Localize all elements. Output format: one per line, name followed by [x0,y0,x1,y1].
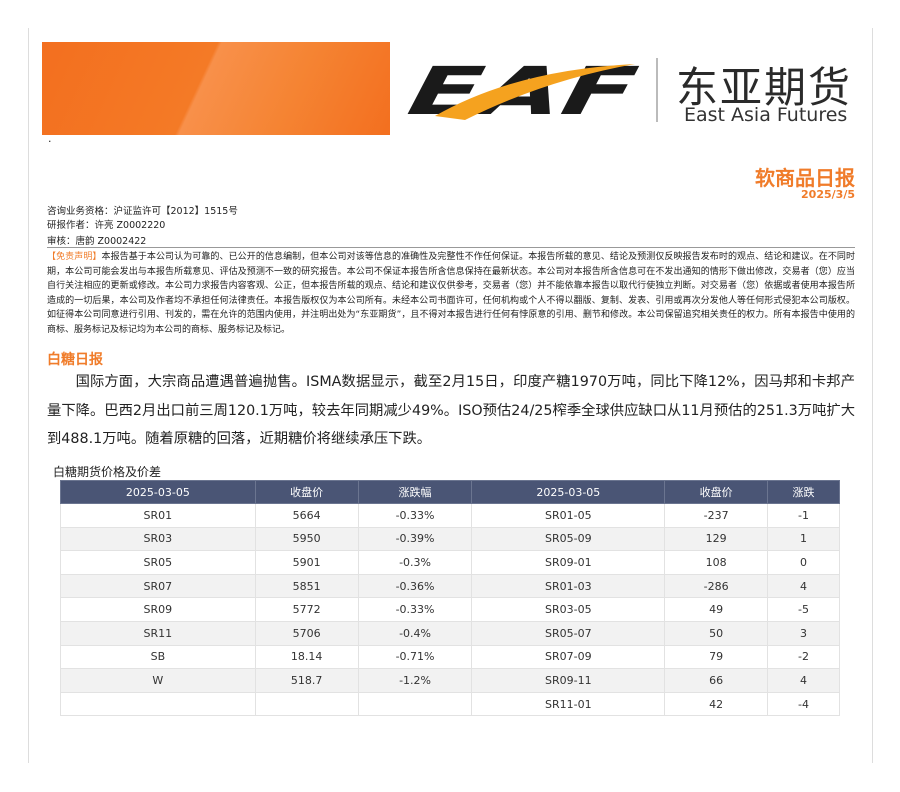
table-cell: 129 [664,526,769,552]
page-border [28,28,29,763]
table-cell: SR11-01 [471,691,666,717]
report-title: 软商品日报 [755,166,855,190]
table-cell: 5851 [254,573,359,599]
logo-swoosh [435,64,635,120]
disclaimer: 【免责声明】本报告基于本公司认为可靠的、已公开的信息编制，但本公司对该等信息的准… [47,250,855,338]
column-header: 涨跌 [767,480,840,504]
table-cell: 18.14 [254,644,359,670]
table-cell: SR11 [60,620,256,646]
table-caption: 白糖期货价格及价差 [53,465,162,479]
table-cell: 4 [767,573,840,599]
column-header: 收盘价 [254,480,359,504]
table-cell: SR05-09 [471,526,666,552]
disclaimer-text: 本报告基于本公司认为可靠的、已公开的信息编制，但本公司对该等信息的准确性及完整性… [47,252,855,335]
table-cell: 1 [767,526,840,552]
logo-en: East Asia Futures [684,104,848,126]
table-cell: -237 [664,503,769,528]
table-cell: 5706 [254,620,359,646]
price-table: 2025-03-05 收盘价 涨跌幅 2025-03-05 收盘价 涨跌 SR01 5664… [60,480,840,717]
table-cell: -1 [767,503,840,528]
paragraph: 国际方面，大宗商品遭遇普遍抛售。ISMA数据显示，截至2月15日，印度产糖197… [47,374,855,447]
table-cell: 4 [767,668,840,693]
table-row: SR01 5664 -0.33% SR01-05 -237 -1 [60,503,840,528]
table-cell: 3 [767,620,840,646]
table-cell: SR09 [60,597,256,622]
table-row: W 518.7 -1.2% SR09-11 66 4 [60,668,840,693]
table-cell: SR01-03 [471,573,666,599]
table-cell [254,691,359,717]
table-cell: 50 [664,620,769,646]
table-cell: -1.2% [357,668,473,693]
logo-cn: 东亚期货 [676,63,853,112]
table-cell: -0.36% [357,573,473,599]
table-cell: -0.33% [357,503,473,528]
table-cell: 108 [664,550,769,575]
table-cell: 518.7 [254,668,359,693]
header-row: 2025-03-05 收盘价 涨跌幅 2025-03-05 收盘价 涨跌 [60,480,840,504]
table-cell: SR09-11 [471,668,666,693]
table-cell: -0.4% [357,620,473,646]
table-cell: -5 [767,597,840,622]
table-cell: 5950 [254,526,359,552]
table-row: SR05 5901 -0.3% SR09-01 108 0 [60,550,840,575]
table-cell: SB [60,644,256,670]
table-cell: SR09-01 [471,550,666,575]
dot: · [48,135,52,148]
table-cell: -0.71% [357,644,473,670]
table-row: SR11-01 42 -4 [60,691,840,717]
table-cell: 5664 [254,503,359,528]
table-cell: 5901 [254,550,359,575]
table-cell: 79 [664,644,769,670]
table-cell [60,691,256,717]
table-cell: -0.3% [357,550,473,575]
table-cell: SR03-05 [471,597,666,622]
column-header: 2025-03-05 [471,480,666,504]
info-line: 审核：唐韵 Z0002422 [47,236,147,247]
table-cell: -286 [664,573,769,599]
column-header: 2025-03-05 [60,480,256,504]
table-cell: SR01 [60,503,256,528]
logo-separator [656,58,658,122]
table-cell: SR07 [60,573,256,599]
table-cell: -2 [767,644,840,670]
page-border [872,28,873,763]
table-cell [357,691,473,717]
table-cell: 49 [664,597,769,622]
table-cell: 5772 [254,597,359,622]
table-cell: SR05 [60,550,256,575]
table-row: SR03 5950 -0.39% SR05-09 129 1 [60,526,840,552]
table-cell: W [60,668,256,693]
table-row: SR09 5772 -0.33% SR03-05 49 -5 [60,597,840,622]
table-cell: SR01-05 [471,503,666,528]
table-cell: 0 [767,550,840,575]
disclaimer-label: 【免责声明】 [47,252,102,262]
logo: EAF [402,53,643,130]
table-cell: SR05-07 [471,620,666,646]
table-cell: -0.33% [357,597,473,622]
table-cell: 66 [664,668,769,693]
column-header: 收盘价 [664,480,769,504]
table-cell: 42 [664,691,769,717]
info-line: 研报作者：许亮 Z0002220 [47,220,166,231]
table-row: SR11 5706 -0.4% SR05-07 50 3 [60,620,840,646]
column-header: 涨跌幅 [357,480,473,504]
table-cell: SR03 [60,526,256,552]
table-row: SR07 5851 -0.36% SR01-03 -286 4 [60,573,840,599]
banner [42,42,390,135]
report-date: 2025/3/5 [801,188,855,201]
table-cell: -0.39% [357,526,473,552]
table-cell: -4 [767,691,840,717]
table-cell: SR07-09 [471,644,666,670]
info-line: 咨询业务资格：沪证监许可【2012】1515号 [47,206,238,217]
section-title: 白糖日报 [47,352,103,368]
divider [47,247,855,248]
table-row: SB 18.14 -0.71% SR07-09 79 -2 [60,644,840,670]
